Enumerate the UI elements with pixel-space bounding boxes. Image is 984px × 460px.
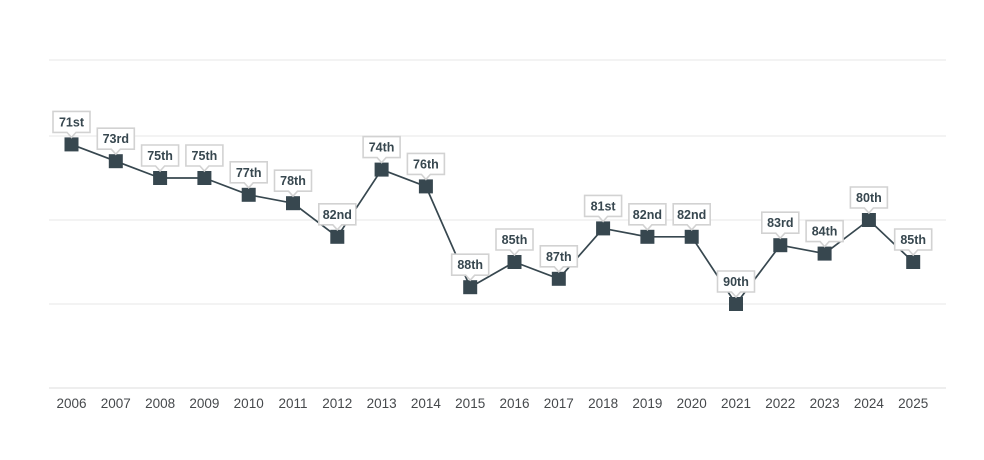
data-point-marker[interactable] [241, 187, 256, 202]
point-label-box [539, 245, 579, 273]
data-point-marker[interactable] [197, 171, 212, 185]
x-axis-label: 2024 [854, 396, 885, 411]
point-label-text: 80th [856, 191, 882, 205]
data-point-marker[interactable] [286, 196, 300, 211]
data-point-marker[interactable] [906, 255, 921, 269]
x-axis-label: 2018 [588, 396, 618, 411]
data-point-marker[interactable] [507, 255, 522, 269]
point-label-text: 73rd [103, 132, 129, 146]
x-axis-label: 2014 [411, 396, 442, 411]
point-label-box [140, 144, 180, 173]
x-axis-label: 2012 [322, 396, 352, 411]
point-label-box [849, 186, 889, 215]
data-point-marker[interactable] [684, 229, 699, 244]
data-point-marker[interactable] [153, 171, 168, 185]
point-label-text: 77th [236, 166, 262, 180]
x-axis-label: 2022 [765, 396, 795, 411]
point-label-text: 85th [502, 233, 528, 247]
data-point-marker[interactable] [418, 179, 433, 194]
point-label-text: 81st [591, 199, 617, 213]
point-label-box [96, 127, 136, 156]
x-axis-label: 2015 [455, 396, 485, 411]
x-axis-label: 2009 [189, 396, 219, 411]
point-label-box [273, 169, 313, 198]
data-point-marker[interactable] [596, 221, 611, 236]
point-label-box [495, 228, 534, 257]
point-label-text: 90th [723, 275, 749, 289]
point-label-text: 82nd [633, 208, 662, 222]
trend-line [70, 143, 915, 305]
point-label-text: 88th [457, 258, 483, 272]
data-point-marker[interactable] [817, 246, 832, 261]
point-label-text: 75th [192, 149, 218, 163]
data-point-marker[interactable] [551, 271, 566, 286]
point-label-text: 87th [546, 250, 572, 264]
data-point-marker[interactable] [861, 213, 876, 227]
point-label-box [583, 194, 623, 223]
x-axis-label: 2006 [56, 396, 86, 411]
point-label-text: 82nd [323, 208, 352, 222]
x-axis-label: 2021 [721, 396, 751, 411]
point-label-box [672, 203, 711, 231]
point-label-text: 85th [900, 233, 926, 247]
point-label-text: 74th [369, 141, 395, 155]
point-label-box [406, 152, 446, 181]
point-label-text: 76th [413, 157, 439, 171]
x-axis-label: 2025 [898, 396, 928, 411]
point-label-text: 71st [59, 115, 85, 129]
point-label-box [716, 270, 756, 299]
x-axis-label: 2013 [367, 396, 397, 411]
point-label-text: 75th [147, 149, 173, 163]
x-axis-label: 2011 [278, 396, 307, 411]
x-axis-label: 2016 [499, 396, 529, 411]
point-label-text: 82nd [677, 208, 706, 222]
x-axis-label: 2010 [234, 396, 264, 411]
x-axis-label: 2023 [810, 396, 840, 411]
data-point-marker[interactable] [640, 229, 655, 244]
point-label-box [761, 211, 800, 240]
data-point-marker[interactable] [773, 238, 788, 253]
data-point-marker[interactable] [463, 280, 478, 295]
point-label-box [628, 203, 667, 231]
point-label-text: 83rd [767, 216, 793, 230]
point-labels-layer: 71st 73rd 75th 75th 77th 78th 82nd 74th 76th 88th… [52, 110, 933, 299]
point-label-box [185, 144, 224, 173]
data-point-marker[interactable] [729, 297, 743, 311]
point-label-box [450, 253, 490, 282]
data-point-marker[interactable] [108, 154, 123, 169]
x-axis-layer: 2006 2007 2008 2009 2010 2011 2012 2013 2014 2015… [56, 396, 928, 411]
point-label-box [52, 110, 91, 139]
x-axis-label: 2017 [544, 396, 574, 411]
x-axis-label: 2019 [632, 396, 662, 411]
point-label-box [362, 135, 401, 164]
series-layer [70, 143, 915, 305]
gridlines-layer [49, 59, 946, 389]
point-label-box [805, 219, 844, 248]
x-axis-label: 2008 [145, 396, 175, 411]
point-label-box [229, 161, 268, 189]
x-axis-label: 2020 [677, 396, 707, 411]
data-point-marker[interactable] [374, 162, 389, 177]
point-label-text: 78th [280, 174, 306, 188]
x-axis-label: 2007 [101, 396, 131, 411]
markers-layer [64, 137, 921, 311]
data-point-marker[interactable] [64, 137, 79, 152]
data-point-marker[interactable] [330, 229, 345, 244]
point-label-text: 84th [812, 225, 838, 239]
point-label-box [893, 228, 933, 257]
point-label-box [318, 203, 357, 231]
